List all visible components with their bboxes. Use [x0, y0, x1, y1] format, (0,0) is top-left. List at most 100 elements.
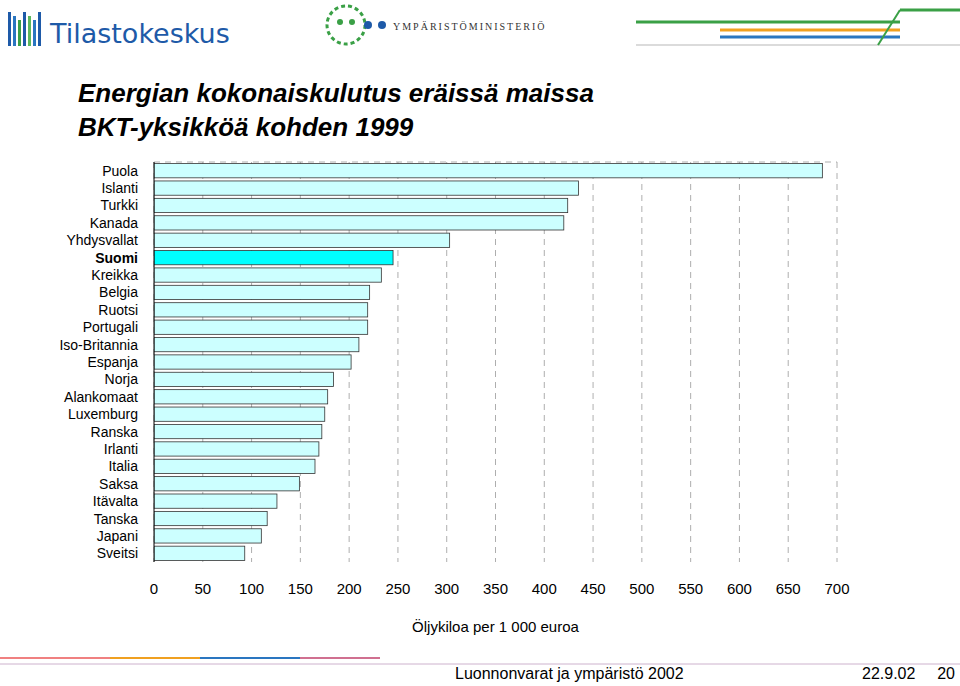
category-label: Irlanti [104, 441, 138, 457]
x-tick-label: 200 [337, 580, 362, 597]
logo-bar [8, 12, 11, 46]
bar [154, 442, 319, 456]
grid-line [739, 162, 740, 562]
ministry-logo-dot [337, 19, 343, 25]
header: Tilastokeskus YMPÄRISTÖMINISTERIÖ [8, 6, 960, 49]
category-label: Islanti [101, 180, 138, 196]
chart-title: Energian kokonaiskulutus eräissä maissa [78, 78, 594, 108]
footer-page: 20 [937, 665, 955, 682]
category-label: Suomi [95, 250, 138, 266]
header-rule [636, 21, 900, 24]
bar [154, 303, 368, 317]
bar [154, 181, 578, 195]
logo-bar [33, 20, 36, 46]
ministry-logo-dot [378, 21, 386, 29]
logo-bar [13, 16, 16, 46]
category-label: Alankomaat [64, 389, 138, 405]
grid-line [593, 162, 594, 562]
grid-line [788, 162, 789, 562]
footer-publication: Luonnonvarat ja ympäristö 2002 [455, 665, 684, 682]
bar [154, 494, 277, 508]
bar [154, 337, 359, 351]
footer-date: 22.9.02 [862, 665, 915, 682]
chart-subtitle: BKT-yksikköä kohden 1999 [78, 112, 414, 142]
grid [154, 162, 837, 562]
x-tick-label: 500 [629, 580, 654, 597]
bar [154, 407, 325, 421]
category-label: Kreikka [91, 267, 138, 283]
x-tick-label: 150 [288, 580, 313, 597]
x-tick-label: 50 [194, 580, 211, 597]
ministry-name: YMPÄRISTÖMINISTERIÖ [393, 21, 547, 32]
category-label: Ruotsi [98, 302, 138, 318]
grid-line [154, 162, 155, 562]
bar [154, 268, 381, 282]
bar [154, 285, 370, 299]
category-label: Luxemburg [68, 406, 138, 422]
x-tick-labels: 0 50 100 150 200 250 300 350 400 450 500 550 600 650 7… [150, 580, 850, 597]
x-tick-label: 700 [824, 580, 849, 597]
category-label: Itävalta [93, 493, 138, 509]
bar [154, 198, 568, 212]
category-label: Portugali [83, 319, 138, 335]
organization-name: Tilastokeskus [49, 18, 230, 49]
logo-bar [18, 20, 21, 46]
x-tick-label: 400 [532, 580, 557, 597]
logo-bar [38, 12, 41, 46]
category-label: Italia [108, 458, 138, 474]
bar [154, 216, 564, 230]
footer-rule [200, 657, 300, 659]
category-label: Sveitsi [97, 545, 138, 561]
category-label: Tanska [94, 511, 139, 527]
bar [154, 459, 315, 473]
bars [154, 164, 822, 561]
category-label: Norja [105, 371, 139, 387]
category-label: Kanada [90, 215, 138, 231]
category-label: Saksa [99, 476, 138, 492]
category-labels: PuolaIslantiTurkki KanadaYhdysvallat Suomi… [59, 163, 138, 562]
category-label: Espanja [87, 354, 138, 370]
bar [154, 529, 261, 543]
footer: Luonnonvarat ja ympäristö 2002 22.9.02 20 [0, 658, 960, 682]
bar [154, 511, 267, 525]
x-tick-label: 550 [678, 580, 703, 597]
category-label: Turkki [100, 197, 138, 213]
bar [154, 546, 245, 560]
category-label: Japani [97, 528, 138, 544]
plot-top-rule [154, 162, 837, 163]
header-rule [720, 36, 900, 39]
x-tick-label: 650 [776, 580, 801, 597]
x-tick-label: 0 [150, 580, 158, 597]
y-axis-line [154, 162, 155, 562]
footer-rule [110, 657, 200, 659]
x-tick-label: 600 [727, 580, 752, 597]
header-rule [720, 29, 900, 32]
x-tick-label: 300 [434, 580, 459, 597]
bar [154, 390, 328, 404]
bar [154, 233, 450, 247]
header-rule [900, 9, 960, 12]
category-label: Belgia [99, 284, 138, 300]
category-label: Iso-Britannia [59, 337, 138, 353]
ministry-logo-dot [349, 19, 355, 25]
bar [154, 424, 322, 438]
x-tick-label: 350 [483, 580, 508, 597]
x-tick-label: 450 [581, 580, 606, 597]
category-label: Yhdysvallat [66, 232, 138, 248]
x-tick-label: 250 [385, 580, 410, 597]
x-axis-label: Öljykiloa per 1 000 euroa [412, 618, 579, 635]
x-tick-label: 100 [239, 580, 264, 597]
header-rule [878, 10, 900, 45]
chart-canvas: Tilastokeskus YMPÄRISTÖMINISTERIÖ Energian… [0, 0, 960, 686]
bar [154, 477, 299, 491]
grid-line [641, 162, 642, 562]
bar [154, 372, 334, 386]
grid-line [837, 162, 838, 562]
grid-line [690, 162, 691, 562]
bar [154, 164, 822, 178]
ministry-logo [327, 6, 365, 44]
bar [154, 251, 393, 265]
bar [154, 320, 368, 334]
category-label: Puola [102, 163, 138, 179]
footer-rule [300, 657, 380, 659]
